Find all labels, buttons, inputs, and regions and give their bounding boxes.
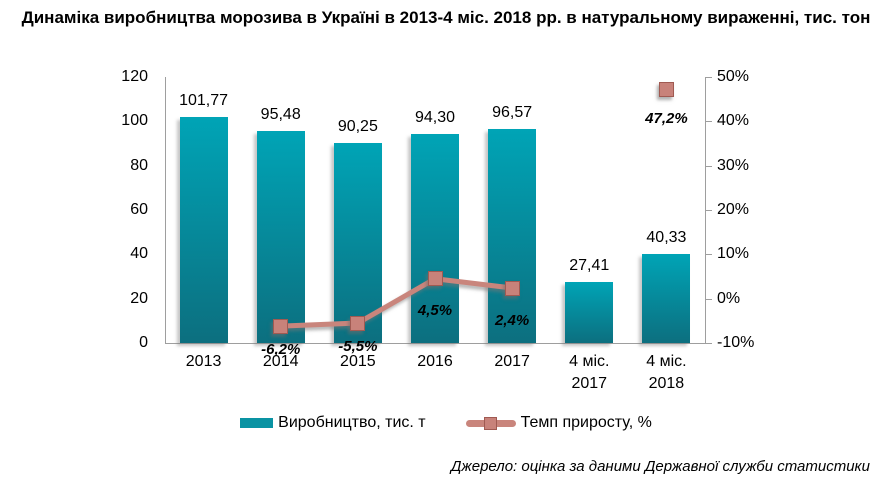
x-axis-label: 4 міс. 2018	[646, 353, 687, 392]
growth-marker	[658, 81, 674, 97]
x-axis-label: 2014	[262, 353, 299, 370]
growth-value-label: 47,2%	[645, 110, 688, 128]
y-left-tick-label: 120	[121, 68, 148, 85]
growth-value-label: 2,4%	[495, 312, 530, 330]
bar-value-label: 96,57	[492, 103, 533, 121]
growth-marker	[504, 280, 520, 296]
y-right-tick-mark	[705, 343, 712, 344]
y-right-tick-mark	[705, 77, 712, 78]
y-left-tick-label: 20	[130, 289, 148, 307]
bar-value-label: 95,48	[260, 106, 301, 124]
x-axis-line	[165, 343, 706, 344]
y-right-tick-mark	[705, 298, 712, 300]
growth-value-label: 4,5%	[417, 301, 453, 319]
legend-marker-icon	[483, 416, 497, 430]
y-right-tick-label: 40%	[717, 112, 750, 130]
chart-title: Динаміка виробництва морозива в Україні …	[21, 8, 871, 27]
bar-value-label: 27,41	[569, 257, 610, 275]
bar-value-label: 90,25	[337, 117, 378, 135]
growth-marker	[350, 315, 366, 331]
bar-value-label: 101,77	[179, 92, 229, 110]
y-right-tick-label: 20%	[717, 201, 750, 218]
y-right-tick-mark	[705, 121, 712, 123]
y-left-tick-label: 60	[130, 201, 148, 218]
left-axis-line	[165, 77, 166, 343]
y-right-tick-mark	[705, 165, 712, 167]
production-bar	[333, 142, 382, 343]
y-right-tick-label: -10%	[717, 334, 755, 351]
legend-label: Виробництво, тис. т	[278, 414, 426, 431]
x-axis-label: 2016	[417, 353, 453, 370]
bar-value-label: 94,30	[414, 108, 456, 126]
production-bar	[565, 282, 614, 343]
production-bar	[256, 131, 305, 343]
legend-item-growth: Темп приросту, %	[465, 414, 652, 432]
y-right-tick-label: 0%	[717, 289, 741, 307]
legend-label: Темп приросту, %	[520, 414, 652, 431]
production-bar	[642, 253, 691, 343]
bar-value-label: 40,33	[646, 228, 687, 246]
growth-marker	[273, 318, 289, 334]
x-axis-label: 2015	[340, 353, 376, 370]
production-legend-swatch	[240, 418, 274, 428]
legend-item-production: Виробництво, тис. т	[240, 414, 426, 432]
y-right-tick-label: 10%	[717, 245, 750, 263]
growth-value-label: -5,5%	[338, 338, 378, 356]
y-right-tick-label: 30%	[717, 156, 750, 174]
legend: Виробництво, тис. т Темп приросту, %	[0, 414, 892, 432]
x-axis-label: 4 міс. 2017	[569, 353, 610, 392]
y-right-tick-label: 50%	[717, 68, 750, 85]
growth-value-label: -6,2%	[261, 341, 301, 359]
y-left-tick-label: 0	[139, 334, 148, 351]
y-left-tick-label: 100	[121, 112, 148, 130]
growth-marker	[427, 271, 443, 287]
y-right-tick-mark	[705, 254, 712, 256]
production-bar	[179, 117, 228, 343]
y-left-tick-label: 40	[130, 245, 148, 263]
y-left-tick-label: 80	[130, 156, 148, 174]
x-axis-label: 2013	[185, 353, 222, 370]
x-axis-label: 2017	[494, 353, 530, 370]
source-note: Джерело: оцінка за даними Державної служ…	[450, 458, 870, 475]
y-right-tick-mark	[705, 210, 712, 211]
growth-legend-swatch	[465, 416, 516, 431]
production-bar	[488, 128, 537, 343]
